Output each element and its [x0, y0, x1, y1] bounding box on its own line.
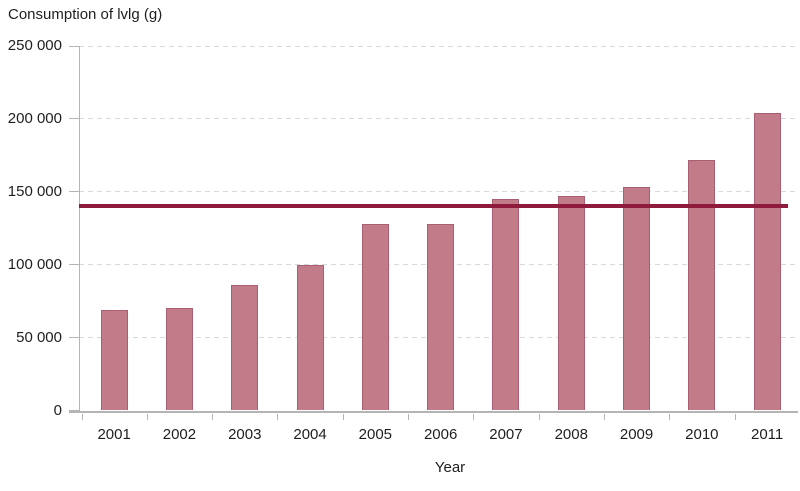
bar-2001	[100, 309, 128, 411]
x-axis-tick-label: 2009	[619, 426, 654, 443]
bar-2010	[688, 159, 716, 411]
y-gridline	[79, 45, 798, 47]
reference-line	[79, 204, 788, 209]
x-axis-tick-label: 2011	[751, 426, 784, 443]
x-tick	[473, 413, 475, 420]
bar-2011	[753, 113, 781, 411]
x-axis-tick-label: 2001	[97, 426, 131, 443]
y-axis-tick-label: 150 000	[7, 182, 62, 200]
x-tick	[538, 413, 540, 420]
y-axis-tick-label: 100 000	[7, 255, 62, 273]
x-axis-tick-label: 2005	[358, 426, 393, 443]
x-tick	[81, 413, 83, 420]
x-axis-tick-label: 2006	[423, 426, 458, 443]
x-axis-tick-label: 2008	[554, 426, 588, 443]
x-tick	[146, 413, 148, 420]
y-axis-tick-label: 200 000	[7, 109, 62, 127]
bar-2009	[623, 187, 651, 411]
bar-2005	[361, 223, 389, 411]
y-axis-tick-label: 250 000	[7, 37, 62, 54]
x-axis-line	[68, 410, 798, 413]
x-tick	[669, 413, 671, 420]
x-axis-tick-label: 2004	[293, 426, 327, 443]
y-axis-line	[79, 46, 80, 411]
y-axis-tick-label: 0	[53, 401, 62, 419]
bar-2004	[296, 264, 324, 411]
y-tick	[68, 264, 79, 266]
x-axis-title: Year	[434, 459, 466, 476]
chart-title: Consumption of lvlg (g)	[8, 6, 163, 23]
y-axis-tick-label: 50 000	[16, 328, 62, 346]
y-tick	[68, 337, 79, 339]
x-tick	[342, 413, 344, 420]
y-tick	[68, 45, 79, 47]
bar-2006	[427, 223, 455, 411]
x-tick	[734, 413, 736, 420]
bar-2003	[231, 285, 259, 411]
y-tick	[68, 191, 79, 193]
y-gridline	[79, 118, 798, 120]
y-gridline	[79, 191, 798, 193]
bar-2002	[165, 308, 193, 411]
x-tick	[212, 413, 214, 420]
x-tick	[408, 413, 409, 420]
x-axis-tick-label: 2007	[489, 426, 523, 443]
x-axis-tick-label: 2003	[228, 426, 262, 443]
bar-2008	[557, 196, 585, 411]
x-axis-tick-label: 2002	[162, 426, 197, 443]
y-tick	[68, 118, 79, 120]
x-axis-tick-label: 2010	[685, 426, 719, 443]
x-tick	[603, 413, 605, 420]
bar-2007	[492, 199, 520, 411]
x-tick	[277, 413, 279, 420]
